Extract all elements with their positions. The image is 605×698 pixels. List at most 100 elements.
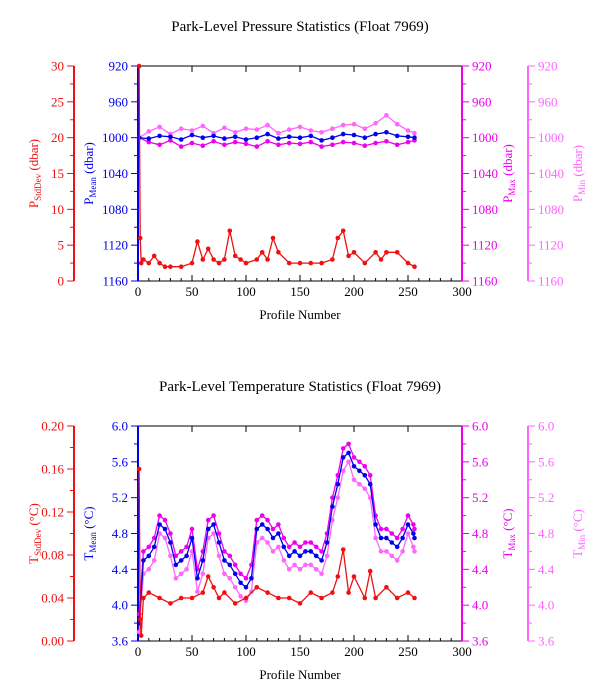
temperature-stddev-point (340, 547, 346, 552)
temperature-stddev-point (319, 595, 324, 601)
temperature-min-point (362, 486, 368, 492)
pressure-mean-point (412, 135, 417, 140)
pressure-mean-point (319, 138, 324, 143)
temperature-series-group (136, 441, 417, 638)
temperature-mean-tick-label: 5.6 (112, 454, 129, 469)
temperature-min-point (184, 567, 189, 572)
pressure-mean-tick-label: 1040 (102, 166, 128, 181)
temperature-max-point (367, 473, 373, 478)
temperature-min-point (151, 558, 157, 563)
pressure-mean-tick-label: 920 (109, 59, 129, 74)
pressure-min-point (412, 130, 417, 136)
temperature-x-tick-label: 250 (398, 644, 418, 659)
pressure-max-point (254, 144, 260, 149)
temperature-mean-point (243, 585, 249, 590)
temperature-stddev-point (189, 595, 195, 601)
pressure-max-point (297, 141, 303, 147)
pressure-stddev-point (412, 264, 417, 270)
temperature-mean-point (265, 526, 270, 532)
pressure-stddev-point (227, 228, 233, 234)
temperature-min-point (265, 540, 270, 545)
pressure-stddev-point (200, 257, 206, 262)
temperature-min-point (195, 589, 200, 594)
temperature-min-point (211, 531, 216, 536)
temperature-stddev-point (232, 601, 238, 606)
pressure-stddev-point (319, 260, 324, 266)
temperature-mean-point (162, 526, 168, 532)
pressure-stddev-point (136, 63, 142, 69)
pressure-x-tick-label: 100 (236, 284, 256, 299)
temperature-mean-point (157, 522, 162, 527)
pressure-stddev-point (373, 250, 378, 255)
temperature-min-point (146, 567, 152, 572)
temperature-mean-point (351, 464, 357, 469)
pressure-min-tick-label: 920 (538, 59, 558, 74)
temperature-max-point (216, 531, 222, 536)
pressure-mean-point (232, 134, 238, 140)
temperature-mean-point (249, 576, 254, 581)
temperature-max-point (141, 549, 146, 554)
pressure-max-tick-label: 1040 (472, 166, 498, 181)
temperature-min-point (303, 562, 308, 568)
pressure-stddev-point (265, 257, 270, 262)
pressure-stddev-point (378, 257, 384, 262)
temperature-min-point (373, 535, 378, 541)
temperature-min-point (378, 549, 384, 554)
temperature-stddev-point (276, 595, 281, 601)
pressure-stddev-point (162, 264, 168, 270)
temperature-min-point (351, 477, 357, 483)
temperature-min-point (286, 567, 292, 572)
temperature-max-point (357, 459, 362, 465)
pressure-mean-point (168, 134, 173, 140)
pressure-mean-point (189, 132, 195, 138)
temperature-stddev-tick-label: 0.04 (41, 591, 64, 606)
pressure-mean-tick-label: 1160 (102, 274, 128, 289)
temperature-stddev-tick-label: 0.00 (41, 634, 64, 649)
temperature-max-point (340, 446, 346, 451)
temperature-max-point (286, 544, 292, 550)
pressure-mean-point (351, 132, 357, 138)
temperature-max-axis-label: TMax (°C) (500, 508, 517, 558)
temperature-plot: 0 50 100 150 200 250 300 0.00 0.04 0.08 0.12 0.16 0.… (26, 419, 587, 660)
pressure-max-point (200, 143, 206, 148)
temperature-stddev-point (178, 595, 184, 601)
temperature-max-point (308, 540, 314, 545)
temperature-mean-point (297, 553, 303, 559)
pressure-max-point (146, 139, 152, 145)
temperature-stddev-point (362, 595, 368, 601)
temperature-max-point (162, 517, 168, 523)
temperature-max-point (238, 571, 243, 577)
temperature-min-point (335, 495, 341, 501)
temperature-max-point (389, 531, 395, 536)
temperature-mean-point (367, 481, 373, 487)
temperature-max-point (254, 517, 260, 523)
temperature-mean-point (211, 522, 216, 527)
pressure-min-point (330, 126, 335, 131)
temperature-max-tick-label: 5.6 (472, 454, 489, 469)
temperature-mean-point (270, 535, 276, 541)
pressure-max-point (405, 139, 411, 145)
pressure-mean-tick-label: 1080 (102, 202, 128, 217)
temperature-stddev-point (211, 585, 216, 590)
pressure-stddev-tick-label: 25 (51, 94, 64, 109)
temperature-stddev-point (373, 595, 378, 601)
pressure-max-point (157, 142, 162, 148)
pressure-max-tick-label: 1160 (472, 274, 498, 289)
pressure-mean-point (211, 133, 216, 139)
temperature-max-point (384, 526, 389, 532)
pressure-stddev-point (138, 260, 144, 266)
pressure-x-tick-label: 300 (452, 284, 472, 299)
temperature-stddev-tick-label: 0.16 (41, 462, 64, 477)
temperature-mean-point (151, 544, 157, 550)
pressure-stddev-point (335, 235, 341, 241)
temperature-min-point (313, 567, 319, 572)
temperature-mean-point (216, 540, 222, 545)
pressure-stddev-point (351, 250, 357, 255)
temperature-min-point (411, 544, 416, 550)
pressure-stddev-point (222, 257, 227, 262)
temperature-min-point (232, 585, 238, 590)
temperature-max-point (378, 526, 384, 532)
pressure-x-tick-label: 250 (398, 284, 418, 299)
temperature-mean-point (146, 553, 152, 559)
pressure-stddev-point (232, 253, 238, 259)
